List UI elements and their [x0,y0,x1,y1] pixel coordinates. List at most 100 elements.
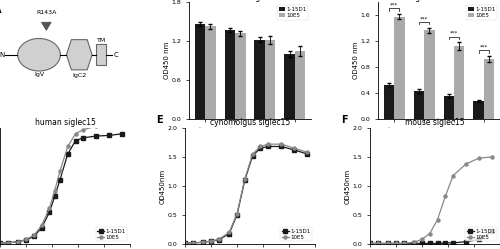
X-axis label: Concentration [ng/ml]: Concentration [ng/ml] [400,140,477,146]
Text: ***: *** [480,45,488,50]
1-15D1 [419,242,425,245]
Title: cynomolgus siglec15: cynomolgus siglec15 [210,118,290,127]
1-15D1 [94,134,100,137]
10E5 [258,145,264,148]
Bar [265,40,276,119]
1-15D1 [450,241,456,244]
Y-axis label: OD450nm: OD450nm [160,168,166,203]
10E5 [419,238,425,241]
Text: N: N [0,52,4,58]
Text: E: E [156,115,163,125]
Ellipse shape [18,39,60,71]
Bar [96,44,106,65]
10E5 [411,241,417,244]
1-15D1 [106,134,112,137]
10E5 [57,170,63,173]
10E5 [442,195,448,198]
Bar [284,54,295,119]
Line: 10E5: 10E5 [184,143,309,244]
1-15D1 [120,132,126,135]
1-15D1 [72,139,78,142]
10E5 [250,153,256,156]
1-15D1 [476,238,482,241]
10E5 [450,174,456,177]
1-15D1 [374,242,380,245]
Text: IgV: IgV [34,72,44,77]
10E5 [120,121,126,124]
Bar [484,59,494,119]
1-15D1 [80,136,86,139]
1-15D1 [393,242,399,245]
10E5 [38,224,44,227]
1-15D1 [400,242,406,245]
X-axis label: Concentration [ng/ml]: Concentration [ng/ml] [212,140,288,146]
10E5 [304,151,310,154]
10E5 [80,128,86,131]
1-15D1 [278,145,284,148]
Legend: 1-15D1, 10E5: 1-15D1, 10E5 [466,5,497,19]
1-15D1 [0,242,3,245]
Text: TM: TM [96,38,106,43]
1-15D1 [23,239,29,242]
Bar [474,101,484,119]
Line: 1-15D1: 1-15D1 [0,132,124,245]
10E5 [278,143,284,146]
Y-axis label: OD450 nm: OD450 nm [353,42,359,79]
10E5 [226,231,232,234]
10E5 [23,238,29,241]
Title: siglec15-R143A: siglec15-R143A [409,0,469,2]
1-15D1 [385,242,391,245]
Polygon shape [66,40,92,70]
1-15D1 [64,153,70,156]
Text: ***: *** [420,16,428,21]
Line: 10E5: 10E5 [368,155,494,245]
Bar [394,17,404,119]
1-15D1 [52,195,58,198]
10E5 [367,242,373,245]
10E5 [200,241,206,244]
Bar [384,85,394,119]
Text: ***: *** [450,31,458,36]
1-15D1 [15,240,21,243]
10E5 [52,189,58,192]
Line: 1-15D1: 1-15D1 [184,145,309,244]
1-15D1 [5,241,11,244]
Bar [414,91,424,119]
10E5 [489,155,495,158]
1-15D1 [226,232,232,235]
1-15D1 [234,213,240,216]
1-15D1 [489,230,495,233]
Bar [235,33,246,119]
10E5 [182,241,188,244]
Bar [424,30,434,119]
Text: C: C [114,52,118,58]
1-15D1 [31,235,37,238]
10E5 [72,132,78,135]
Legend: 1-15D1, 10E5: 1-15D1, 10E5 [278,5,308,19]
Legend: 1-15D1, 10E5: 1-15D1, 10E5 [96,227,128,241]
10E5 [393,242,399,245]
1-15D1 [38,226,44,229]
1-15D1 [182,241,188,244]
Bar [205,26,216,119]
10E5 [463,162,469,165]
1-15D1 [292,148,298,151]
Bar [254,40,265,119]
10E5 [64,145,70,148]
10E5 [374,242,380,245]
10E5 [15,240,21,243]
Polygon shape [42,22,51,30]
10E5 [292,147,298,150]
10E5 [434,218,440,221]
Line: 10E5: 10E5 [0,121,124,245]
Title: human siglec15: human siglec15 [34,118,96,127]
10E5 [46,206,52,209]
10E5 [242,178,248,181]
1-15D1 [216,239,222,242]
Text: R143A: R143A [36,10,56,15]
Bar [194,24,205,119]
1-15D1 [46,211,52,214]
1-15D1 [200,241,206,244]
1-15D1 [190,241,196,244]
10E5 [216,238,222,241]
